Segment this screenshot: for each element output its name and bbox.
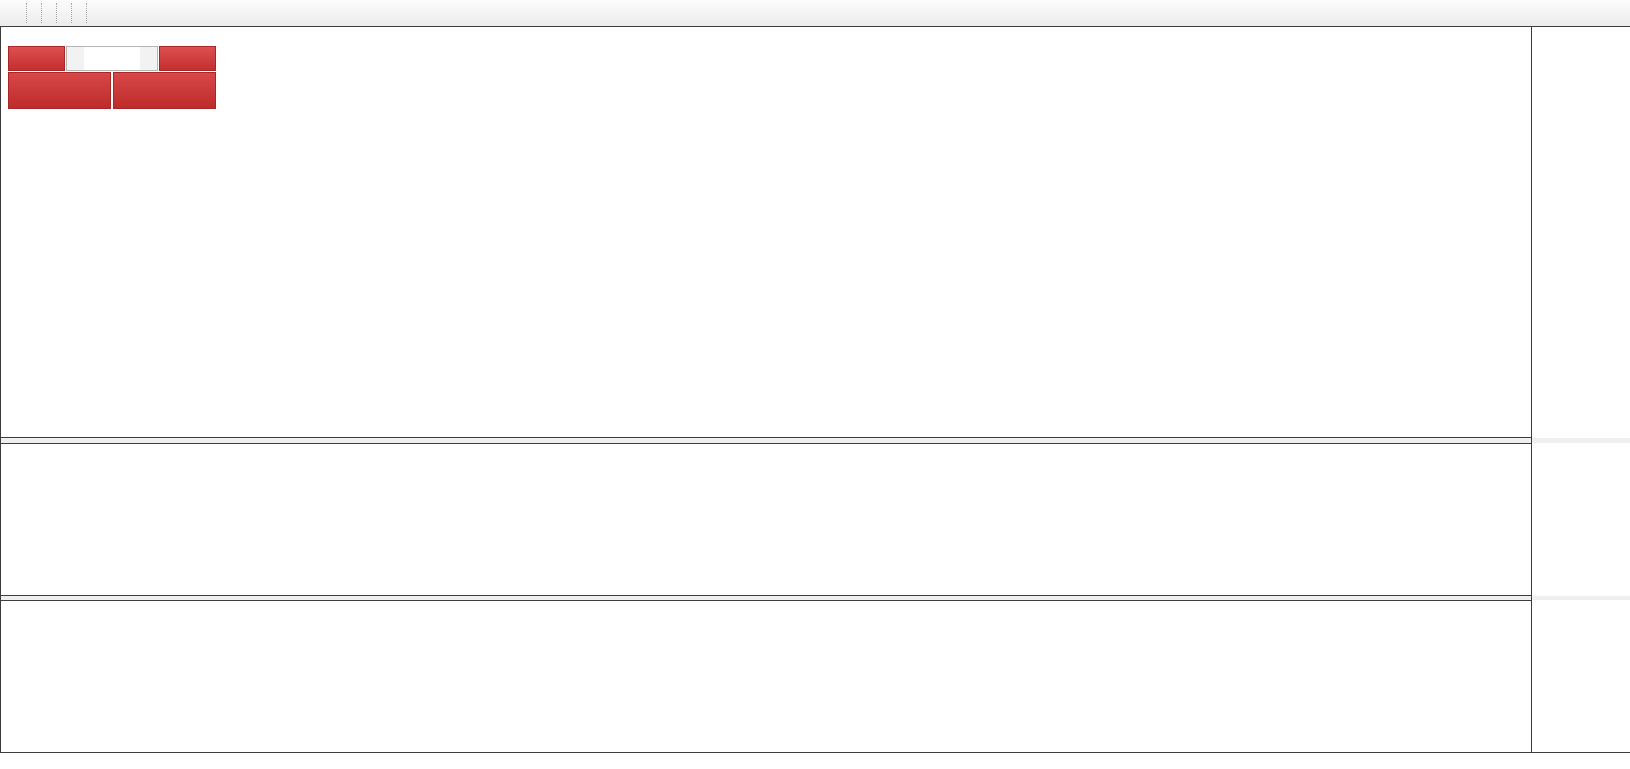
panel-border <box>0 595 1532 596</box>
volume-control <box>66 46 158 71</box>
rsi-panel <box>0 601 1532 752</box>
panel-border <box>0 443 1532 444</box>
macd-panel <box>0 444 1532 595</box>
panel-border <box>0 752 1630 753</box>
volume-input[interactable] <box>84 47 140 70</box>
time-axis[interactable] <box>0 752 1630 769</box>
rsi-chart-canvas[interactable] <box>0 601 1532 752</box>
main-chart-panel <box>0 26 1532 437</box>
panel-border <box>0 437 1532 438</box>
toolbar-separator <box>26 3 34 23</box>
toolbar-separator <box>86 3 94 23</box>
toolbar-separator <box>56 3 64 23</box>
sell-price[interactable] <box>8 72 111 109</box>
panel-splitter[interactable] <box>0 438 1630 443</box>
axis-separator <box>1531 26 1532 752</box>
sell-button[interactable] <box>8 46 65 71</box>
macd-chart-canvas[interactable] <box>0 444 1532 595</box>
candlestick-chart-canvas[interactable] <box>0 26 1532 437</box>
panel-splitter[interactable] <box>0 596 1630 600</box>
panel-border <box>0 600 1532 601</box>
toolbar <box>0 0 1630 26</box>
toolbar-separator <box>41 3 49 23</box>
buy-price[interactable] <box>113 72 216 109</box>
one-click-trading-panel <box>8 46 216 109</box>
volume-increase-button[interactable] <box>140 47 157 70</box>
panel-border <box>0 26 1630 27</box>
price-axis[interactable] <box>1532 26 1630 752</box>
buy-button[interactable] <box>159 46 216 71</box>
toolbar-separator <box>71 3 79 23</box>
window-edge <box>0 26 1 752</box>
volume-decrease-button[interactable] <box>67 47 84 70</box>
autotrading-button[interactable] <box>7 1 22 25</box>
